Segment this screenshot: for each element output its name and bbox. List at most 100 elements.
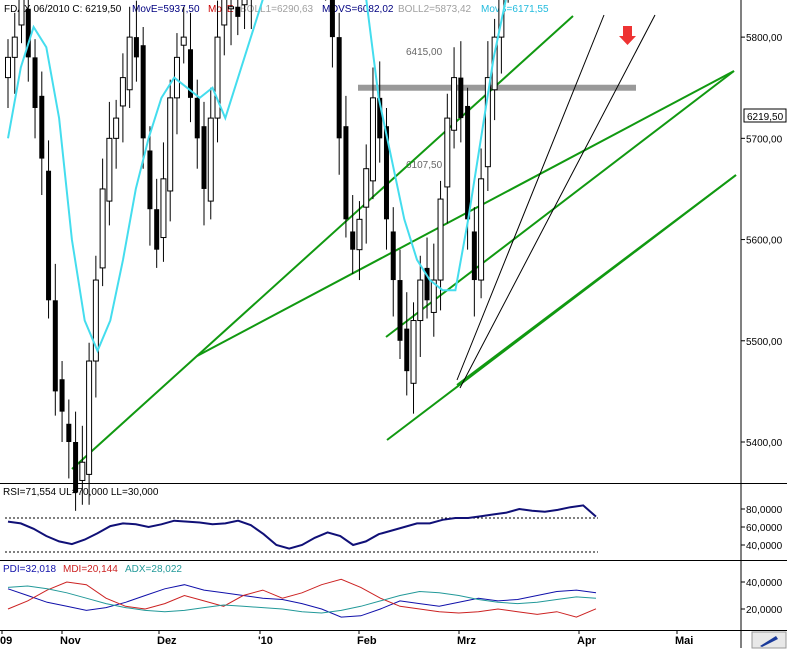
candle-body-up	[451, 77, 458, 131]
candle-body-up	[369, 97, 376, 182]
steep-channel-lower	[459, 14, 656, 389]
dmi-label-pdi: PDI=32,018	[3, 564, 57, 575]
candle-body-up	[180, 36, 187, 46]
candle-body-down	[350, 231, 356, 250]
last-price-box	[743, 108, 787, 123]
candle-body-up	[214, 36, 221, 119]
candle-body-down	[140, 45, 146, 139]
rsi-tick-label: 40,0000	[746, 541, 783, 552]
candle-body-down	[390, 231, 396, 281]
candle-body-down	[73, 442, 79, 493]
candle-body-down	[343, 126, 349, 220]
candle-body-up	[79, 461, 86, 481]
rsi-line	[7, 504, 597, 550]
time-tick-label: Dez	[157, 635, 177, 647]
time-tick-label: Nov	[60, 635, 82, 647]
dmi-label-mdi: MDI=20,144	[63, 564, 118, 575]
trend-channel-line	[385, 70, 735, 338]
rsi-label: RSI=71,554 UL=70,000 LL=30,000	[3, 487, 159, 498]
pdi-line	[7, 584, 597, 618]
dmi-tick-label: 40,0000	[746, 578, 783, 589]
level-label-6415: 6415,00	[406, 47, 443, 58]
level-label-6107: 6107,50	[406, 160, 443, 171]
last-price-label: 6219,50	[747, 112, 784, 123]
candle-body-down	[133, 37, 139, 58]
candle-body-up	[444, 117, 451, 188]
candle-body-up	[478, 178, 485, 281]
price-tick-label: 5400,00	[746, 438, 783, 449]
candle-body-down	[52, 300, 58, 392]
steep-channel-upper	[456, 14, 605, 381]
candle-body-down	[46, 170, 52, 301]
candle-body-up	[221, 0, 228, 26]
down-arrow-icon	[619, 26, 636, 45]
candle-body-up	[18, 0, 25, 26]
adx-line	[7, 585, 597, 614]
candle-body-up	[228, 6, 235, 10]
candle-body-down	[59, 379, 65, 412]
candle-body-up	[160, 178, 167, 239]
candle-body-up	[11, 36, 18, 58]
candle-body-up	[5, 56, 11, 79]
trend-channel-line	[71, 15, 574, 470]
candle-body-down	[25, 8, 31, 58]
candle-body-up	[167, 97, 174, 192]
candle-body-down	[201, 126, 207, 189]
candle-body-down	[187, 49, 193, 98]
candle-body-down	[39, 95, 45, 159]
mdi-line	[7, 578, 597, 618]
dmi-tick-label: 20,0000	[746, 605, 783, 616]
header-movs: MovS=6171,55	[481, 4, 549, 15]
candle-body-up	[437, 198, 444, 281]
candle-body-up	[86, 360, 93, 475]
time-tick-label: '10	[258, 635, 273, 647]
header-boll2: BOLL2=5873,42	[398, 4, 472, 15]
candle-body-down	[329, 0, 335, 38]
time-tick-label: Mai	[675, 635, 693, 647]
candle-body-up	[119, 77, 126, 107]
candle-body-up	[113, 117, 120, 139]
price-tick-label: 5700,00	[746, 134, 783, 145]
candle-body-up	[430, 279, 437, 313]
candle-body-down	[404, 328, 410, 372]
candle-body-up	[241, 0, 248, 6]
candle-body-down	[154, 209, 160, 250]
movs-line	[7, 0, 507, 354]
candle-body-up	[106, 137, 113, 202]
candle-body-up	[92, 279, 99, 362]
candle-body-down	[336, 37, 342, 139]
candle-body-down	[377, 97, 383, 139]
trend-channel-line	[456, 174, 737, 386]
header-move-tag: MovE	[208, 4, 234, 15]
candle-body-down	[32, 57, 38, 108]
candle-body-up	[417, 279, 424, 322]
header-symbol-close: FDAX 06/2010 C: 6219,50	[4, 4, 122, 15]
dmi-label-adx: ADX=28,022	[125, 564, 182, 575]
candle-body-down	[235, 6, 241, 17]
candle-body-down	[383, 126, 389, 220]
price-tick-label: 5600,00	[746, 236, 783, 247]
candle-body-up	[126, 36, 133, 91]
candle-body-down	[471, 231, 477, 281]
candle-body-down	[194, 97, 200, 139]
corner-tool-button[interactable]	[751, 631, 787, 649]
candle-body-up	[363, 168, 370, 208]
pencil-icon	[760, 636, 778, 647]
time-tick-label: 09	[0, 635, 12, 647]
time-tick-label: Mrz	[457, 635, 476, 647]
time-tick-label: Feb	[357, 635, 377, 647]
candle-body-up	[99, 188, 106, 269]
candle-body-down	[66, 423, 72, 442]
time-tick-label: Apr	[577, 635, 597, 647]
candle-body-up	[410, 320, 417, 384]
header-move: MovE=5937,50	[132, 4, 200, 15]
rsi-tick-label: 80,0000	[746, 505, 783, 516]
candle-body-down	[397, 280, 403, 341]
candle-body-up	[484, 77, 491, 168]
candle-body-down	[458, 77, 464, 119]
candle-body-down	[465, 105, 471, 220]
candle-body-down	[147, 150, 153, 210]
candle-body-down	[424, 267, 430, 301]
